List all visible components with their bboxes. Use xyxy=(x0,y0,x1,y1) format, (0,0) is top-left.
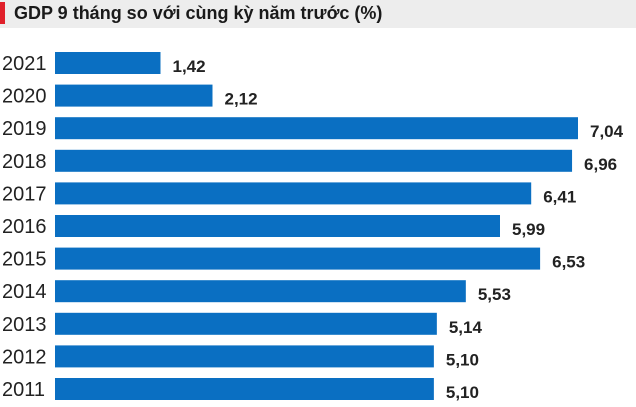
data-label: 1,42 xyxy=(172,57,205,76)
y-tick-label: 2015 xyxy=(2,249,47,271)
bar-2020 xyxy=(55,84,213,107)
bar-2019 xyxy=(55,117,578,140)
data-label: 5,99 xyxy=(512,220,545,239)
bar-2015 xyxy=(55,247,541,270)
bar-2012 xyxy=(55,345,434,368)
y-tick-label: 2020 xyxy=(2,86,47,108)
bar-2021 xyxy=(55,52,161,74)
bar-2018 xyxy=(55,149,573,172)
y-tick-label: 2012 xyxy=(2,346,47,368)
data-label: 7,04 xyxy=(590,122,624,141)
bar-2017 xyxy=(55,182,532,205)
data-label: 6,41 xyxy=(543,187,576,206)
data-label: 6,53 xyxy=(552,253,585,272)
data-label: 5,10 xyxy=(446,383,479,402)
data-label: 5,53 xyxy=(478,285,511,304)
data-label: 5,10 xyxy=(446,350,479,369)
bar-2013 xyxy=(55,312,437,335)
data-label: 6,96 xyxy=(584,155,617,174)
y-tick-label: 2018 xyxy=(2,151,47,173)
y-tick-label: 2014 xyxy=(2,281,47,303)
y-tick-label: 2013 xyxy=(2,314,47,336)
data-label: 2,12 xyxy=(224,90,257,109)
bar-2016 xyxy=(55,215,500,237)
y-tick-label: 2017 xyxy=(2,183,47,205)
data-label: 5,14 xyxy=(449,318,483,337)
chart-title: GDP 9 tháng so với cùng kỳ năm trước (%) xyxy=(14,3,383,23)
bar-2011 xyxy=(55,378,434,400)
title-accent xyxy=(0,2,5,24)
y-tick-label: 2011 xyxy=(2,379,45,401)
bar-2014 xyxy=(55,280,466,303)
y-tick-label: 2021 xyxy=(2,53,47,75)
y-tick-label: 2016 xyxy=(2,216,47,238)
title-bar: GDP 9 tháng so với cùng kỳ năm trước (%) xyxy=(0,0,636,28)
y-tick-label: 2019 xyxy=(2,118,47,140)
